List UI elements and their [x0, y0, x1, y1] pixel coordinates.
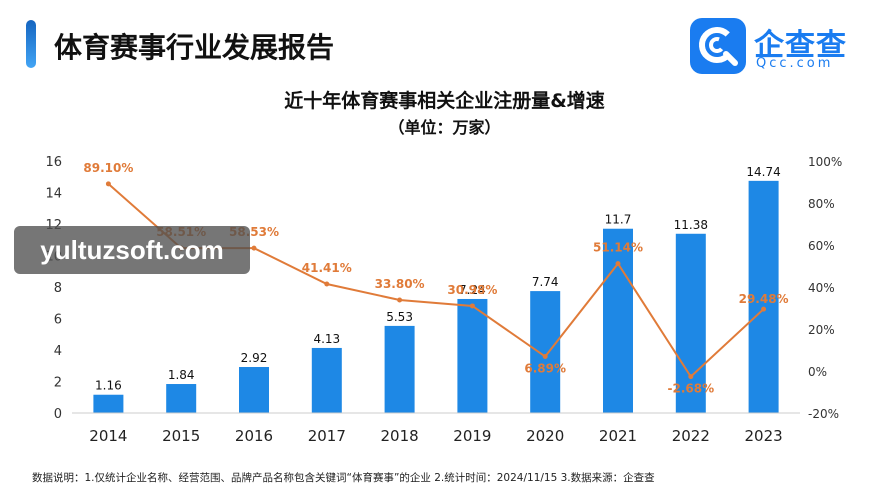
bar — [93, 394, 124, 413]
bar — [457, 298, 488, 413]
growth-line-series — [105, 181, 767, 380]
growth-rate-label: 89.10% — [83, 161, 133, 175]
left-tick-label: 0 — [54, 407, 62, 422]
bar-value-label: 7.74 — [532, 275, 559, 289]
growth-point — [397, 297, 403, 303]
left-tick-label: 2 — [54, 376, 62, 391]
x-tick-label: 2020 — [526, 427, 564, 445]
right-tick-label: 80% — [808, 197, 835, 211]
growth-point — [324, 281, 330, 287]
x-tick-label: 2015 — [162, 427, 200, 445]
bar-value-label: 1.16 — [95, 379, 122, 393]
x-tick-label: 2021 — [599, 427, 637, 445]
x-tick-label: 2018 — [381, 427, 419, 445]
left-tick-label: 8 — [54, 281, 62, 296]
growth-point — [251, 245, 257, 251]
bar — [748, 180, 779, 413]
growth-point — [469, 303, 475, 309]
page-title: 体育赛事行业发展报告 — [54, 31, 335, 64]
left-tick-label: 14 — [45, 187, 62, 202]
x-axis: 2014 2015 2016 2017 2018 2019 2020 2021 2022 2023 — [72, 412, 800, 445]
growth-point — [615, 261, 621, 267]
right-tick-label: 40% — [808, 281, 835, 295]
bar-value-label: 2.92 — [241, 351, 268, 365]
title-accent-bar — [26, 20, 36, 68]
right-tick-label: 100% — [808, 155, 842, 169]
growth-rate-label: 30.98% — [447, 283, 497, 297]
growth-rate-label: 29.48% — [739, 292, 789, 306]
growth-point — [688, 374, 694, 380]
growth-rate-label: -2.68% — [667, 382, 714, 396]
growth-rate-label: 6.89% — [524, 362, 566, 376]
growth-rate-label: 41.41% — [302, 261, 352, 275]
left-tick-label: 6 — [54, 313, 62, 328]
bar — [311, 347, 342, 413]
bar — [384, 325, 415, 413]
x-tick-label: 2014 — [89, 427, 127, 445]
left-axis: 0246810121416 — [45, 155, 62, 422]
chart-subtitle: （单位：万家） — [388, 118, 501, 137]
left-tick-label: 4 — [54, 344, 62, 359]
right-tick-label: 60% — [808, 239, 835, 253]
bar — [166, 384, 197, 413]
bar-value-label: 5.53 — [386, 310, 413, 324]
bar — [530, 291, 561, 413]
growth-line — [107, 183, 765, 379]
x-tick-label: 2022 — [672, 427, 710, 445]
qcc-logo-icon — [690, 18, 746, 74]
left-tick-label: 16 — [45, 155, 62, 170]
bar-value-label: 4.13 — [313, 332, 340, 346]
chart-title: 近十年体育赛事相关企业注册量&增速 — [284, 90, 605, 112]
logo-domain: Qcc.com — [756, 56, 834, 71]
logo-wordmark: 企查查 — [754, 28, 847, 63]
bar-value-label: 14.74 — [746, 165, 780, 179]
growth-point — [105, 181, 111, 187]
bar-value-labels: 1.16 1.84 2.92 4.13 5.53 7.24 7.74 11.7 11.38 14.… — [95, 165, 781, 393]
bar-series — [93, 180, 779, 413]
footnote: 数据说明：1.仅统计企业名称、经营范围、品牌产品名称包含关键词“体育赛事”的企业… — [32, 472, 655, 484]
bar — [239, 367, 269, 413]
x-tick-label: 2023 — [745, 427, 783, 445]
bar-value-label: 11.7 — [605, 213, 632, 227]
bar — [675, 233, 706, 413]
watermark: yultuzsoft.com — [14, 226, 250, 274]
bar-value-label: 11.38 — [674, 218, 708, 232]
x-tick-label: 2019 — [453, 427, 491, 445]
x-tick-label: 2017 — [308, 427, 346, 445]
bar-value-label: 7.24 — [459, 283, 486, 297]
right-tick-label: 0% — [808, 365, 827, 379]
x-tick-label: 2016 — [235, 427, 273, 445]
growth-rate-label: 51.14% — [593, 241, 643, 255]
bar — [603, 228, 633, 413]
right-tick-label: 20% — [808, 323, 835, 337]
growth-rate-label: 33.80% — [375, 277, 425, 291]
right-tick-label: -20% — [808, 407, 839, 421]
bar-value-label: 1.84 — [168, 368, 195, 382]
right-axis: -20% 0% 20% 40% 60% 80% 100% — [808, 155, 842, 421]
growth-point — [542, 354, 548, 360]
growth-point — [761, 306, 767, 312]
report-header: 体育赛事行业发展报告 企查查 Qcc.com — [0, 0, 889, 80]
qcc-logo: 企查查 Qcc.com — [690, 18, 870, 74]
